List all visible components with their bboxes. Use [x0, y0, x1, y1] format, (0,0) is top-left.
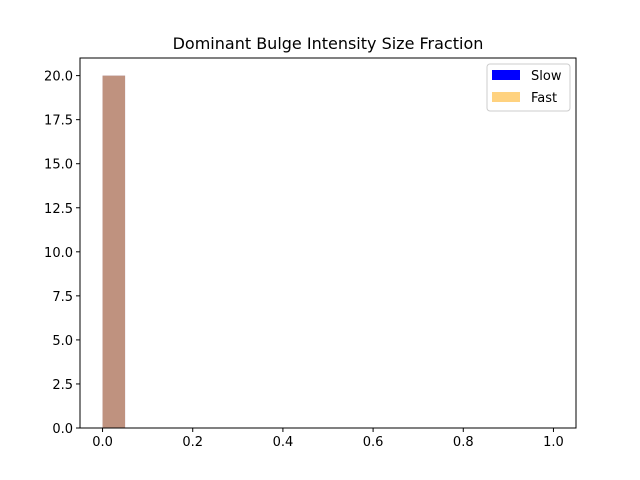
bar-fast-0 [102, 75, 126, 428]
x-tick-label: 0.0 [92, 435, 113, 450]
y-tick-label: 0.0 [52, 422, 73, 437]
y-tick-label: 20.0 [44, 70, 73, 85]
y-tick-label: 10.0 [44, 246, 73, 261]
x-tick-label: 0.2 [182, 435, 203, 450]
y-tick-label: 17.5 [44, 114, 73, 129]
y-tick-label: 15.0 [44, 158, 73, 173]
legend-label-slow: Slow [531, 69, 562, 84]
x-tick-label: 0.6 [363, 435, 384, 450]
x-tick-label: 1.0 [543, 435, 564, 450]
legend-label-fast: Fast [531, 91, 557, 106]
legend-swatch-slow [492, 70, 520, 80]
x-axis: 0.0 0.2 0.4 0.6 0.8 1.0 [92, 428, 564, 450]
x-tick-label: 0.8 [453, 435, 474, 450]
bars-group [102, 75, 126, 428]
plot-frame [79, 57, 577, 429]
y-tick-label: 2.5 [52, 378, 73, 393]
y-tick-label: 7.5 [52, 290, 73, 305]
y-tick-label: 12.5 [44, 202, 73, 217]
chart-title: Dominant Bulge Intensity Size Fraction [173, 34, 484, 53]
y-tick-label: 5.0 [52, 334, 73, 349]
x-tick-label: 0.4 [273, 435, 294, 450]
y-axis: 0.0 2.5 5.0 7.5 10.0 12.5 15.0 17.5 20.0 [44, 70, 80, 437]
legend-swatch-fast [492, 92, 520, 102]
legend: Slow Fast [486, 63, 571, 112]
